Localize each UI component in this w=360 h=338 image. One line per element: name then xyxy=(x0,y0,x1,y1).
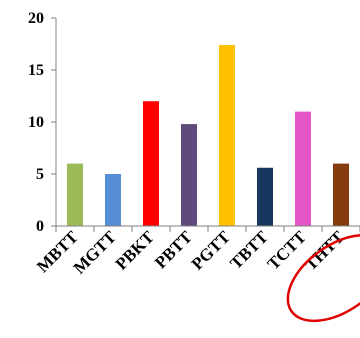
bar-mbtt xyxy=(67,163,83,226)
highlight-ellipse xyxy=(286,233,360,323)
x-tick-label: THTT xyxy=(301,227,348,274)
axes xyxy=(55,18,360,232)
y-axis-ticks: 0 5 10 15 20 xyxy=(28,10,56,235)
x-tick-label: PBTT xyxy=(151,227,196,272)
y-tick-label: 0 xyxy=(36,218,44,235)
x-tick-label: MGTT xyxy=(70,227,121,278)
x-tick-label: PBKT xyxy=(112,227,159,274)
y-tick-label: 10 xyxy=(28,114,44,131)
x-tick-label: PGTT xyxy=(188,227,235,274)
bar-pbtt xyxy=(181,124,197,226)
y-tick-label: 15 xyxy=(28,62,44,79)
bar-pbkt xyxy=(143,101,159,226)
y-tick-label: 20 xyxy=(28,10,44,27)
y-tick-label: 5 xyxy=(36,166,44,183)
bar-tbtt xyxy=(257,167,273,226)
bar-mgtt xyxy=(105,174,121,226)
bar-pgtt xyxy=(219,45,235,226)
x-tick-label: TBTT xyxy=(226,227,272,273)
bar-thtt xyxy=(333,163,349,226)
annotation-layer xyxy=(286,233,360,323)
bars xyxy=(67,45,349,226)
bar-tctt xyxy=(295,111,311,226)
